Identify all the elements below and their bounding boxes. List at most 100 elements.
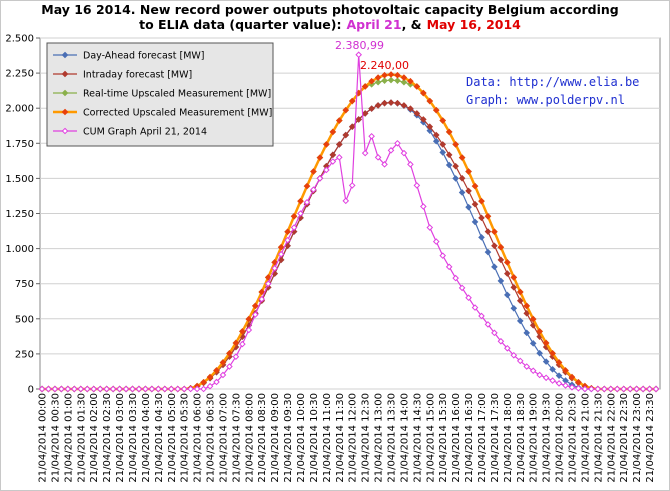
legend-label: Intraday forecast [MW] — [83, 70, 192, 81]
data-point — [264, 274, 272, 281]
x-tick-label: 21/04/2014 12:30 — [361, 393, 372, 483]
data-point — [407, 105, 414, 112]
data-point — [342, 106, 350, 114]
data-point — [484, 321, 492, 328]
data-point — [193, 385, 201, 393]
data-point — [342, 197, 350, 205]
data-point — [413, 83, 421, 90]
data-point — [407, 77, 414, 85]
x-tick-label: 21/04/2014 03:30 — [128, 393, 139, 483]
data-point — [335, 117, 343, 124]
data-point — [335, 141, 343, 148]
graph-note: Graph: www.polderpv.nl — [466, 93, 625, 107]
x-tick-label: 21/04/2014 17:30 — [490, 393, 501, 483]
data-point — [232, 339, 240, 347]
data-point — [478, 234, 485, 241]
data-point — [368, 132, 375, 140]
data-point — [103, 385, 110, 393]
x-tick-label: 21/04/2014 02:30 — [102, 393, 113, 483]
title-may: May 16, 2014 — [427, 17, 522, 32]
data-point — [471, 182, 479, 190]
data-point — [491, 329, 498, 337]
data-point — [361, 110, 369, 117]
data-point — [394, 99, 401, 107]
data-point — [239, 328, 246, 335]
data-point — [400, 149, 408, 157]
data-point — [504, 344, 511, 352]
data-point — [258, 295, 266, 303]
data-point — [200, 378, 207, 386]
data-point — [497, 337, 505, 345]
y-tick-label: 1.000 — [5, 244, 34, 255]
data-point — [148, 385, 156, 393]
legend-label: Real-time Upscaled Measurement [MW] — [83, 89, 271, 100]
x-tick-label: 21/04/2014 20:30 — [567, 393, 578, 483]
data-point — [213, 378, 220, 386]
data-point — [652, 385, 660, 393]
data-point — [310, 168, 317, 175]
data-point — [400, 102, 408, 109]
data-point — [478, 312, 485, 320]
legend-marker — [61, 51, 69, 59]
data-point — [516, 297, 524, 304]
x-tick-label: 21/04/2014 01:30 — [76, 393, 87, 483]
y-tick-label: 750 — [15, 279, 34, 290]
data-point — [264, 280, 272, 288]
data-point — [581, 385, 589, 393]
data-point — [161, 385, 169, 393]
data-point — [639, 385, 647, 393]
data-point — [258, 288, 266, 296]
data-point — [303, 198, 311, 206]
x-tick-label: 21/04/2014 07:30 — [231, 393, 242, 483]
data-point — [549, 377, 556, 384]
data-point — [465, 203, 472, 211]
y-tick-label: 250 — [15, 349, 34, 360]
data-point — [284, 228, 291, 236]
data-point — [542, 358, 550, 365]
y-tick-label: 1.500 — [5, 174, 34, 185]
data-point — [516, 317, 524, 325]
data-point — [478, 197, 485, 205]
data-point — [400, 78, 408, 86]
data-point — [180, 385, 188, 393]
data-point — [516, 288, 524, 296]
title-amp: , & — [402, 17, 422, 32]
data-point — [452, 274, 459, 282]
x-tick-label: 21/04/2014 22:30 — [619, 393, 630, 483]
x-tick-label: 21/04/2014 20:00 — [555, 393, 566, 483]
title-line1: May 16 2014. New record power outputs ph… — [41, 2, 618, 17]
legend-marker — [61, 70, 69, 78]
title-april: April 21 — [346, 17, 401, 32]
x-tick-label: 21/04/2014 23:30 — [645, 393, 656, 483]
data-point — [536, 328, 543, 335]
data-point — [439, 117, 447, 124]
data-point — [458, 154, 466, 161]
data-point — [348, 182, 356, 189]
source-note: Data: http://www.elia.be — [466, 75, 639, 89]
data-point — [271, 264, 278, 272]
data-point — [174, 385, 182, 393]
x-tick-label: 21/04/2014 05:30 — [180, 393, 191, 483]
data-point — [646, 385, 653, 393]
x-tick-label: 21/04/2014 09:30 — [283, 393, 294, 483]
data-point — [633, 385, 640, 393]
data-point — [471, 218, 479, 226]
data-point — [361, 149, 369, 157]
data-point — [329, 158, 337, 165]
data-point — [290, 224, 298, 231]
data-point — [432, 238, 440, 245]
x-tick-label: 21/04/2014 17:00 — [477, 393, 488, 483]
data-point — [491, 263, 498, 271]
data-point — [600, 385, 608, 393]
data-point — [251, 302, 259, 310]
data-point — [155, 385, 162, 393]
data-point — [510, 284, 518, 291]
x-tick-label: 21/04/2014 19:30 — [542, 393, 553, 483]
x-tick-label: 21/04/2014 09:00 — [270, 393, 281, 483]
x-tick-label: 21/04/2014 06:00 — [193, 393, 204, 483]
data-point — [529, 367, 537, 375]
data-point — [510, 304, 518, 312]
x-tick-label: 21/04/2014 01:00 — [63, 393, 74, 483]
data-point — [206, 373, 214, 381]
